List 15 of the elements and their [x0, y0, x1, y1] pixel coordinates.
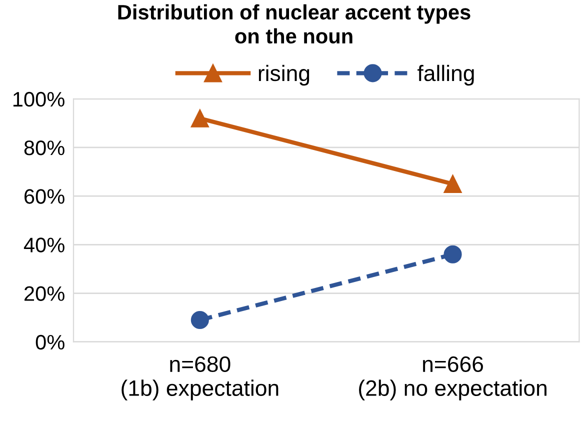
point [444, 245, 462, 264]
x-tick-label: n=680 (1b) expectation [122, 356, 278, 400]
y-tick-label: 80% [24, 140, 64, 156]
legend-label: falling [418, 64, 474, 86]
y-tick-label: 100% [13, 92, 64, 107]
y-tick-label: 0% [36, 334, 64, 350]
x-tick-label: n=666 (2b) no expectation [359, 356, 546, 400]
point [444, 174, 462, 193]
y-tick-label: 40% [24, 238, 64, 252]
point [190, 109, 209, 128]
legend-label: rising [258, 64, 310, 86]
y-tick-label: 60% [24, 189, 64, 204]
chart-title: Distribution of nuclear accent types on the noun [118, 4, 470, 44]
y-tick-label: 20% [24, 286, 64, 302]
point [190, 310, 209, 330]
